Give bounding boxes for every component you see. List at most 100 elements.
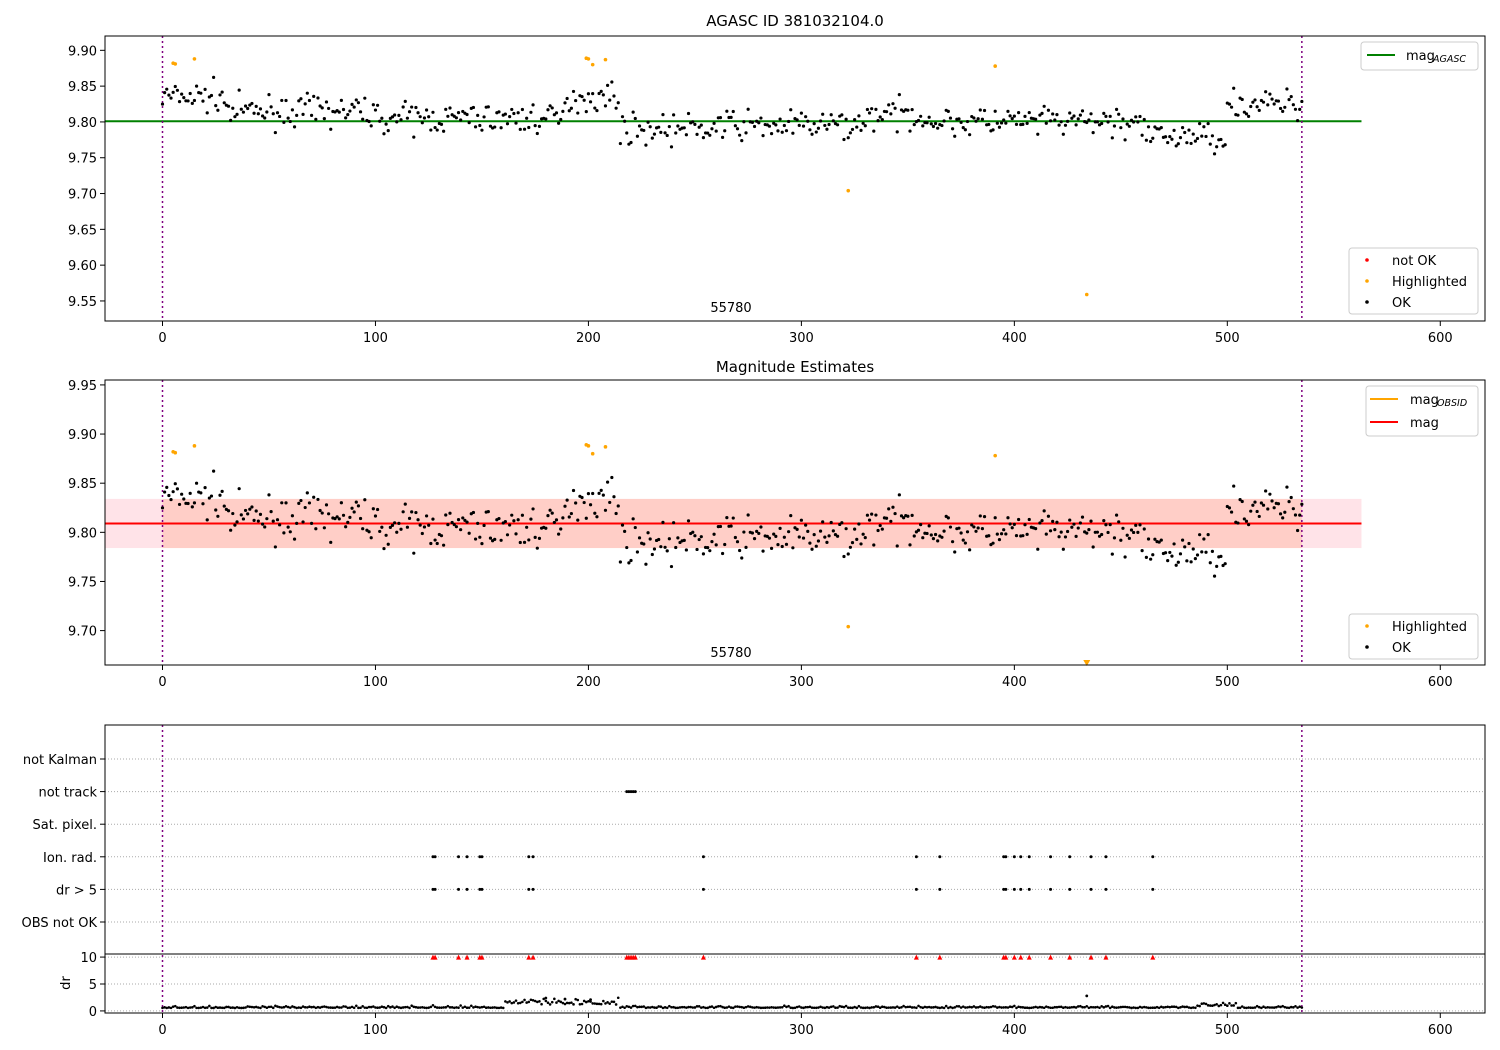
dr-point bbox=[814, 1006, 818, 1010]
ok-point bbox=[1006, 109, 1010, 113]
dr-point bbox=[768, 1006, 771, 1009]
ok-point bbox=[665, 549, 669, 553]
dr-point bbox=[687, 1005, 690, 1009]
dr-point bbox=[325, 1005, 328, 1009]
flag-point bbox=[1089, 887, 1093, 891]
dr-point bbox=[846, 1006, 850, 1009]
ok-point bbox=[1249, 509, 1253, 513]
ok-point bbox=[358, 110, 363, 114]
ok-point bbox=[288, 530, 292, 534]
ok-point bbox=[1151, 136, 1155, 140]
dr-point bbox=[169, 1006, 173, 1010]
dr-point bbox=[399, 1006, 403, 1010]
dr-point bbox=[989, 1005, 993, 1009]
ok-point bbox=[740, 556, 744, 560]
dr-point bbox=[840, 1005, 844, 1008]
ok-point bbox=[1017, 517, 1021, 522]
dr-point bbox=[1245, 1006, 1248, 1010]
ok-point bbox=[444, 513, 448, 517]
dr-point bbox=[1038, 1005, 1042, 1009]
dr-point bbox=[827, 1006, 831, 1009]
dr-point bbox=[1249, 1006, 1253, 1010]
dr-point bbox=[239, 1006, 243, 1010]
ok-point bbox=[959, 120, 963, 125]
ok-point bbox=[906, 514, 910, 518]
ok-point bbox=[804, 523, 808, 527]
ok-point bbox=[835, 123, 840, 127]
ok-point bbox=[765, 534, 769, 538]
dr-outlier bbox=[1085, 994, 1089, 998]
dr-point bbox=[463, 1005, 467, 1009]
ok-point bbox=[635, 134, 640, 138]
ok-point bbox=[623, 529, 627, 533]
dr-clipped-marker bbox=[700, 954, 706, 960]
ok-point bbox=[1063, 123, 1068, 127]
ok-point bbox=[173, 482, 177, 486]
ok-point bbox=[1006, 516, 1010, 520]
dr-point bbox=[653, 1006, 656, 1009]
ok-point bbox=[405, 525, 410, 529]
ok-point bbox=[382, 132, 386, 136]
ok-point bbox=[222, 504, 226, 508]
ok-point bbox=[510, 513, 514, 517]
dr-point bbox=[623, 1006, 626, 1010]
dr-point bbox=[1008, 1005, 1012, 1009]
ok-point bbox=[1129, 528, 1134, 532]
dr-point bbox=[964, 1006, 967, 1009]
ok-point bbox=[412, 551, 416, 555]
dr-point bbox=[1023, 1006, 1027, 1010]
ok-point bbox=[580, 94, 584, 99]
flag-point bbox=[1049, 887, 1053, 891]
dr-point bbox=[506, 1001, 509, 1004]
flag-point bbox=[1019, 887, 1023, 891]
ok-point bbox=[1125, 122, 1129, 126]
ok-point bbox=[352, 510, 356, 514]
dr-point bbox=[612, 1000, 616, 1004]
ok-point bbox=[976, 526, 980, 530]
ok-point bbox=[1183, 545, 1187, 549]
dr-point bbox=[316, 1005, 320, 1009]
dr-point bbox=[1177, 1006, 1180, 1010]
ok-point bbox=[1100, 121, 1104, 126]
dr-point bbox=[455, 1006, 458, 1009]
ok-point bbox=[580, 495, 584, 500]
ok-point bbox=[303, 505, 307, 510]
ok-point bbox=[953, 134, 957, 138]
dr-point bbox=[412, 1005, 416, 1009]
ok-point bbox=[514, 532, 518, 536]
ok-point bbox=[1268, 492, 1272, 496]
dr-point bbox=[403, 1005, 407, 1009]
dr-point bbox=[1296, 1006, 1299, 1009]
ok-point bbox=[1157, 540, 1161, 544]
ok-point bbox=[358, 516, 363, 521]
dr-point bbox=[866, 1006, 869, 1009]
dr-point bbox=[697, 1005, 701, 1008]
dr-point bbox=[887, 1006, 891, 1009]
ok-point bbox=[957, 526, 961, 530]
dr-point bbox=[478, 1006, 482, 1009]
dr-point bbox=[1183, 1005, 1187, 1009]
ok-point bbox=[997, 125, 1002, 129]
agasc-panel: AGASC ID 381032104.0 9.559.609.659.709.7… bbox=[68, 12, 1486, 346]
ok-point bbox=[439, 122, 444, 126]
dr-point bbox=[1085, 1004, 1089, 1008]
ok-point bbox=[1278, 106, 1283, 111]
ok-point bbox=[329, 540, 333, 544]
ok-point bbox=[1232, 86, 1236, 90]
ok-point bbox=[840, 521, 844, 525]
ok-point bbox=[246, 512, 250, 516]
dr-point bbox=[376, 1006, 379, 1010]
ok-point bbox=[659, 130, 663, 134]
ok-point bbox=[1055, 113, 1059, 117]
ok-point bbox=[991, 541, 995, 545]
dr-point bbox=[1213, 1003, 1216, 1007]
ok-point bbox=[825, 127, 829, 131]
ok-point bbox=[463, 518, 467, 522]
dr-point bbox=[1100, 1004, 1103, 1008]
ok-point bbox=[260, 522, 265, 526]
ok-point bbox=[1097, 534, 1102, 538]
dr-point bbox=[301, 1005, 305, 1008]
ok-point bbox=[1210, 549, 1215, 553]
ok-point bbox=[735, 127, 740, 131]
